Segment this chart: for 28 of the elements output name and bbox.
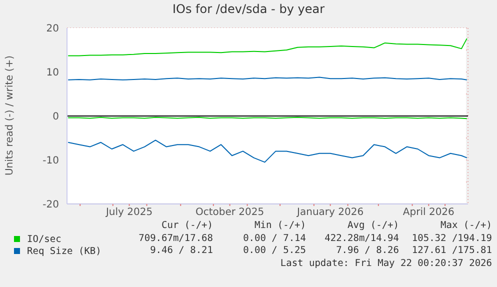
text: Cur (-/+) bbox=[160, 220, 213, 233]
y-tick-label: -10 bbox=[42, 156, 59, 167]
legend-label: IO/sec bbox=[27, 234, 62, 244]
text: Min (-/+) bbox=[254, 220, 306, 233]
x-tick-label: October 2025 bbox=[195, 207, 264, 218]
text: Max (-/+) bbox=[440, 220, 492, 233]
x-tick-label: April 2026 bbox=[402, 207, 454, 218]
text: 7.96 / 8.26 bbox=[335, 245, 399, 257]
line-series bbox=[68, 38, 468, 56]
legend-label: Req Size (KB) bbox=[27, 246, 102, 256]
text: 0.00 / 5.25 bbox=[242, 245, 306, 257]
text: 105.32 /194.19 bbox=[410, 233, 492, 245]
y-axis-title: Units read (-) / write (+) bbox=[4, 55, 16, 176]
y-tick-label: 20 bbox=[46, 24, 59, 35]
line-series bbox=[68, 140, 468, 163]
text: 127.61 /175.81 bbox=[410, 245, 492, 257]
y-tick-label: 0 bbox=[52, 112, 59, 123]
text: 422.28m/14.94 bbox=[324, 233, 399, 245]
x-tick-label: July 2025 bbox=[104, 207, 153, 218]
text: 9.46 / 8.21 bbox=[149, 245, 213, 257]
text: Avg (-/+) bbox=[346, 220, 399, 233]
chart-title: IOs for /dev/sda - by year bbox=[171, 2, 326, 16]
x-tick-label: January 2026 bbox=[296, 207, 364, 218]
text: 709.67m/17.68 bbox=[138, 233, 213, 245]
text: Last update: Fri May 22 00:20:37 2026 bbox=[279, 258, 492, 269]
text: 0.00 / 7.14 bbox=[242, 233, 306, 245]
y-tick-label: -20 bbox=[42, 200, 59, 211]
y-tick-label: 10 bbox=[46, 68, 59, 79]
